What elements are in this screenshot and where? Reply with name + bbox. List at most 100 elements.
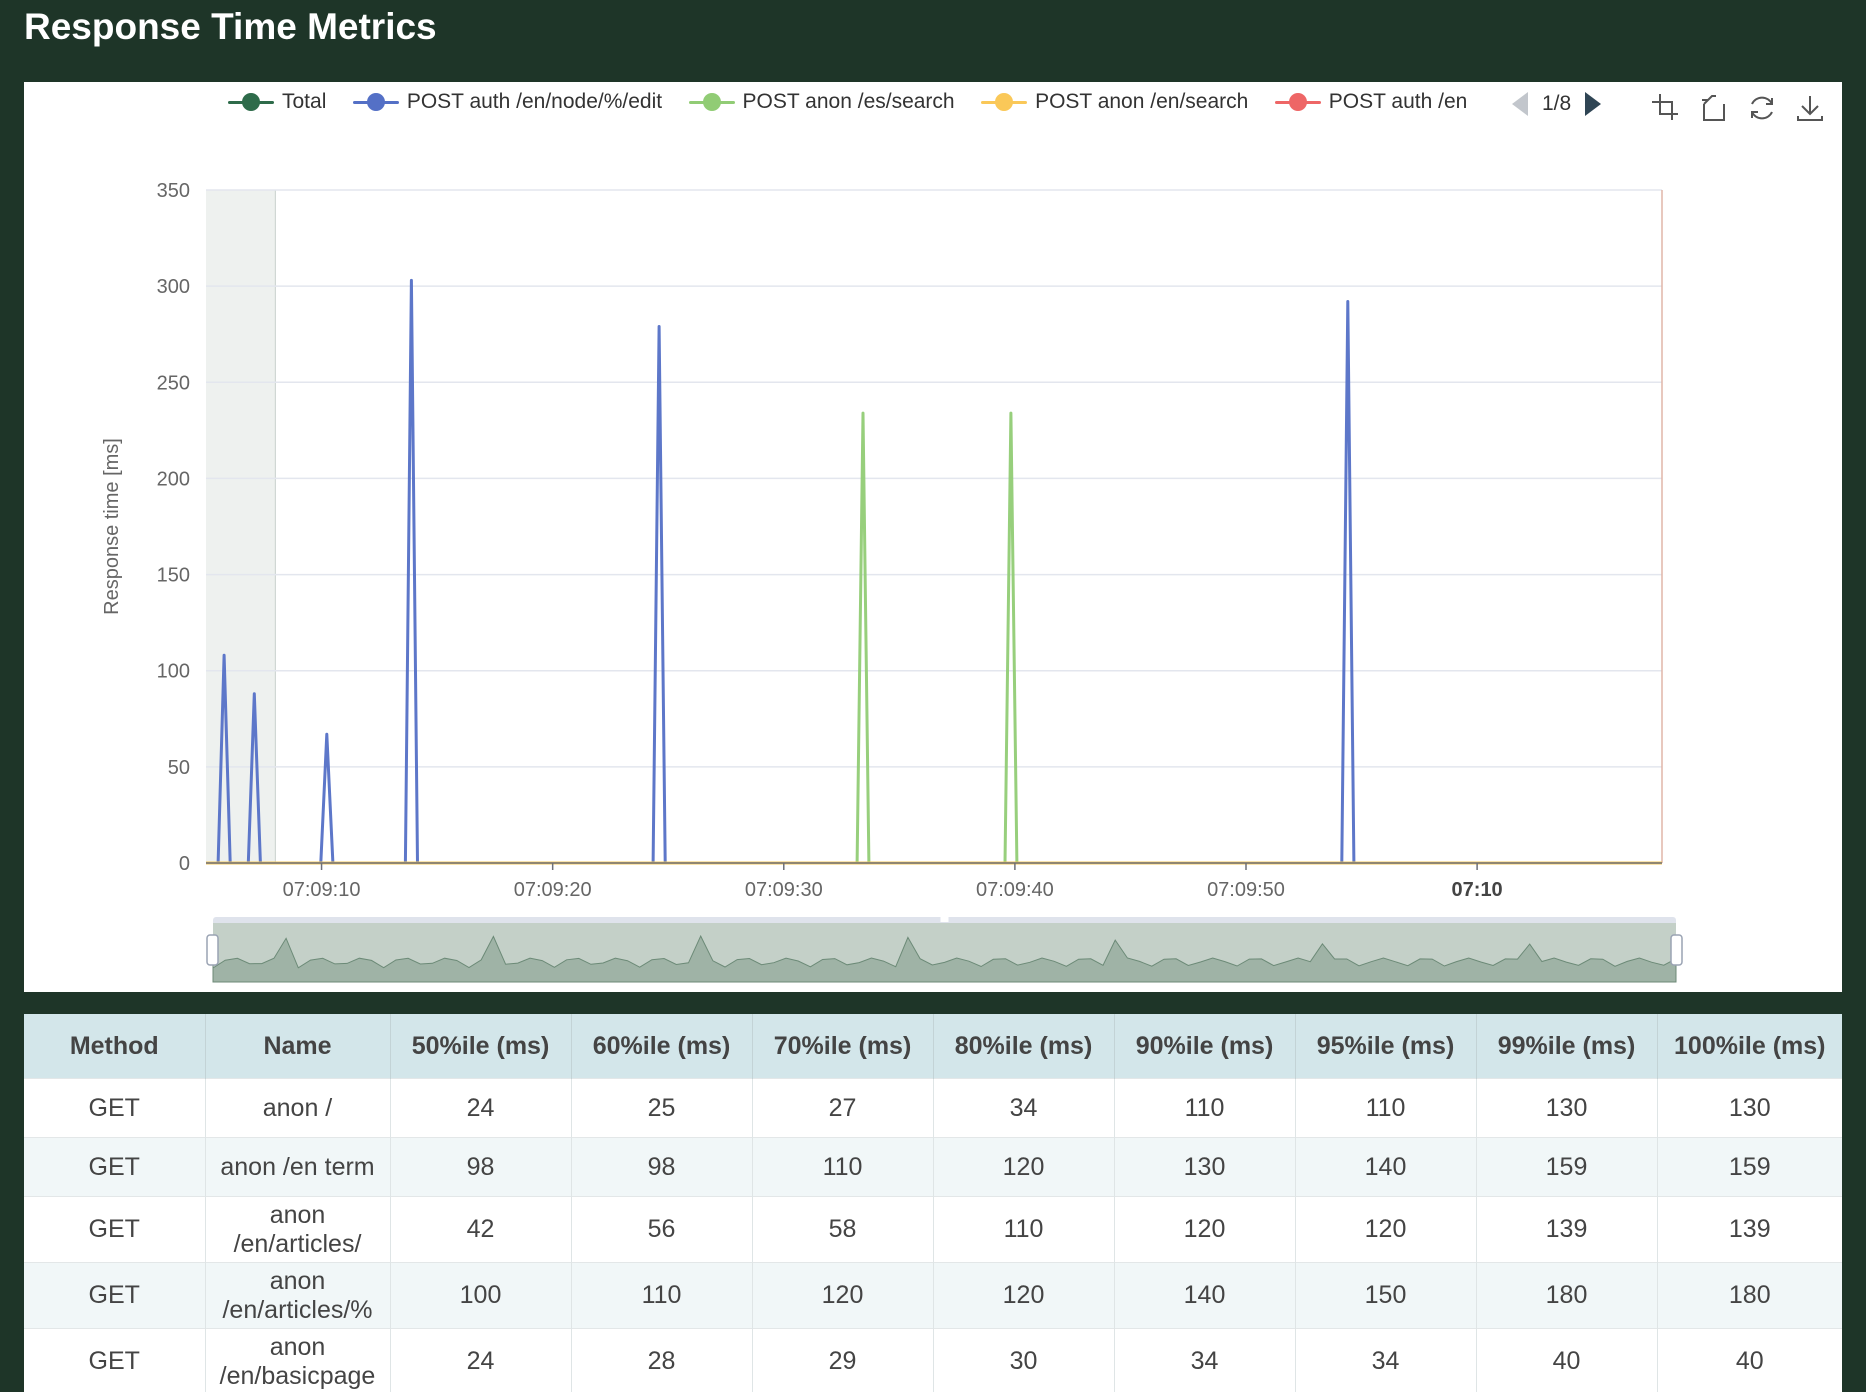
chart-panel: 0 50 100 150 200 250 300 350 Response time [ms] 0… — [24, 82, 1842, 992]
cell-p95: 110 — [1295, 1079, 1476, 1138]
table-row: GET anon /en/articles/% 100 110 120 120 … — [24, 1263, 1842, 1329]
column-header-p80[interactable]: 80%ile (ms) — [933, 1014, 1114, 1079]
x-tick-label: 07:09:40 — [976, 879, 1054, 901]
cell-p100: 159 — [1657, 1138, 1842, 1197]
zoom-reset-icon[interactable] — [1698, 92, 1730, 124]
legend-prev-page-icon[interactable] — [1512, 92, 1528, 116]
cell-p70: 29 — [752, 1329, 933, 1392]
cell-p80: 30 — [933, 1329, 1114, 1392]
x-tick-label: 07:09:50 — [1207, 879, 1285, 901]
x-tick-label: 07:10 — [1452, 879, 1503, 901]
page-title: Response Time Metrics — [24, 6, 437, 48]
y-tick-label: 150 — [157, 565, 190, 587]
cell-method: GET — [24, 1263, 205, 1329]
y-tick-label: 250 — [157, 372, 190, 394]
legend-item-post-auth-en[interactable]: POST auth /en — [1275, 90, 1468, 114]
cell-p100: 139 — [1657, 1197, 1842, 1263]
column-header-method[interactable]: Method — [24, 1014, 205, 1079]
response-time-chart: 0 50 100 150 200 250 300 350 Response time [ms] 0… — [24, 82, 1842, 992]
series-line-0 — [206, 280, 1662, 863]
cell-p50: 24 — [390, 1329, 571, 1392]
cell-name: anon /en/basicpage — [205, 1329, 390, 1392]
cell-p70: 110 — [752, 1138, 933, 1197]
legend-swatch-total — [228, 93, 274, 111]
cell-p95: 34 — [1295, 1329, 1476, 1392]
legend-item-post-anon-en-search[interactable]: POST anon /en/search — [981, 90, 1248, 114]
column-header-p60[interactable]: 60%ile (ms) — [571, 1014, 752, 1079]
cell-p80: 120 — [933, 1263, 1114, 1329]
cell-p80: 120 — [933, 1138, 1114, 1197]
legend-item-total[interactable]: Total — [228, 90, 326, 114]
legend-swatch-post-anon-es-search — [689, 93, 735, 111]
cell-method: GET — [24, 1138, 205, 1197]
zoom-handle-left[interactable] — [207, 935, 218, 965]
restore-icon[interactable] — [1746, 92, 1778, 124]
cell-p50: 24 — [390, 1079, 571, 1138]
cell-p90: 120 — [1114, 1197, 1295, 1263]
cell-p70: 58 — [752, 1197, 933, 1263]
legend-label-post-auth-edit: POST auth /en/node/%/edit — [407, 90, 662, 114]
column-header-p50[interactable]: 50%ile (ms) — [390, 1014, 571, 1079]
cell-p100: 180 — [1657, 1263, 1842, 1329]
y-tick-label: 0 — [179, 853, 190, 875]
column-header-p95[interactable]: 95%ile (ms) — [1295, 1014, 1476, 1079]
cell-p95: 120 — [1295, 1197, 1476, 1263]
legend-swatch-post-auth-en — [1275, 93, 1321, 111]
y-tick-label: 300 — [157, 276, 190, 298]
legend-swatch-post-anon-en-search — [981, 93, 1027, 111]
zoom-handle-right[interactable] — [1671, 935, 1682, 965]
cell-p95: 150 — [1295, 1263, 1476, 1329]
cell-p90: 130 — [1114, 1138, 1295, 1197]
cell-p90: 34 — [1114, 1329, 1295, 1392]
x-tick-label: 07:09:20 — [514, 879, 592, 901]
table-row: GET anon /en/articles/ 42 56 58 110 120 … — [24, 1197, 1842, 1263]
cell-p60: 25 — [571, 1079, 752, 1138]
legend-item-post-auth-edit[interactable]: POST auth /en/node/%/edit — [353, 90, 662, 114]
cell-method: GET — [24, 1329, 205, 1392]
cell-p60: 110 — [571, 1263, 752, 1329]
cell-p70: 27 — [752, 1079, 933, 1138]
table-row: GET anon /en term 98 98 110 120 130 140 … — [24, 1138, 1842, 1197]
cell-p99: 180 — [1476, 1263, 1657, 1329]
y-tick-label: 350 — [157, 180, 190, 202]
cell-p99: 40 — [1476, 1329, 1657, 1392]
y-tick-label: 50 — [168, 757, 190, 779]
table-row: GET anon / 24 25 27 34 110 110 130 130 — [24, 1079, 1842, 1138]
legend-pager: 1/8 — [1512, 90, 1601, 118]
column-header-p90[interactable]: 90%ile (ms) — [1114, 1014, 1295, 1079]
cell-p80: 34 — [933, 1079, 1114, 1138]
metrics-table-container: Method Name 50%ile (ms) 60%ile (ms) 70%i… — [24, 1014, 1842, 1392]
cell-p60: 28 — [571, 1329, 752, 1392]
cell-p100: 130 — [1657, 1079, 1842, 1138]
column-header-p99[interactable]: 99%ile (ms) — [1476, 1014, 1657, 1079]
column-header-p70[interactable]: 70%ile (ms) — [752, 1014, 933, 1079]
y-tick-label: 200 — [157, 468, 190, 490]
y-axis-title: Response time [ms] — [101, 438, 123, 615]
legend-item-post-anon-es-search[interactable]: POST anon /es/search — [689, 90, 955, 114]
y-tick-label: 100 — [157, 661, 190, 683]
series-line-1 — [206, 413, 1662, 863]
cell-method: GET — [24, 1079, 205, 1138]
download-icon[interactable] — [1794, 92, 1826, 124]
cell-method: GET — [24, 1197, 205, 1263]
cell-name: anon /en/articles/ — [205, 1197, 390, 1263]
chart-toolbox — [1650, 92, 1826, 124]
cell-name: anon /en/articles/% — [205, 1263, 390, 1329]
cell-p80: 110 — [933, 1197, 1114, 1263]
zoom-select-icon[interactable] — [1650, 92, 1682, 124]
cell-p99: 159 — [1476, 1138, 1657, 1197]
legend-page-indicator: 1/8 — [1542, 92, 1571, 116]
zoom-drag-grip — [941, 917, 949, 922]
chart-legend: Total POST auth /en/node/%/edit POST ano… — [228, 90, 1502, 118]
cell-name: anon / — [205, 1079, 390, 1138]
table-row: GET anon /en/basicpage 24 28 29 30 34 34… — [24, 1329, 1842, 1392]
column-header-name[interactable]: Name — [205, 1014, 390, 1079]
cell-p90: 140 — [1114, 1263, 1295, 1329]
legend-swatch-post-auth-edit — [353, 93, 399, 111]
cell-p95: 140 — [1295, 1138, 1476, 1197]
table-header-row: Method Name 50%ile (ms) 60%ile (ms) 70%i… — [24, 1014, 1842, 1079]
legend-next-page-icon[interactable] — [1585, 92, 1601, 116]
legend-label-post-auth-en: POST auth /en — [1329, 90, 1468, 114]
legend-label-post-anon-es-search: POST anon /es/search — [743, 90, 955, 114]
column-header-p100[interactable]: 100%ile (ms) — [1657, 1014, 1842, 1079]
